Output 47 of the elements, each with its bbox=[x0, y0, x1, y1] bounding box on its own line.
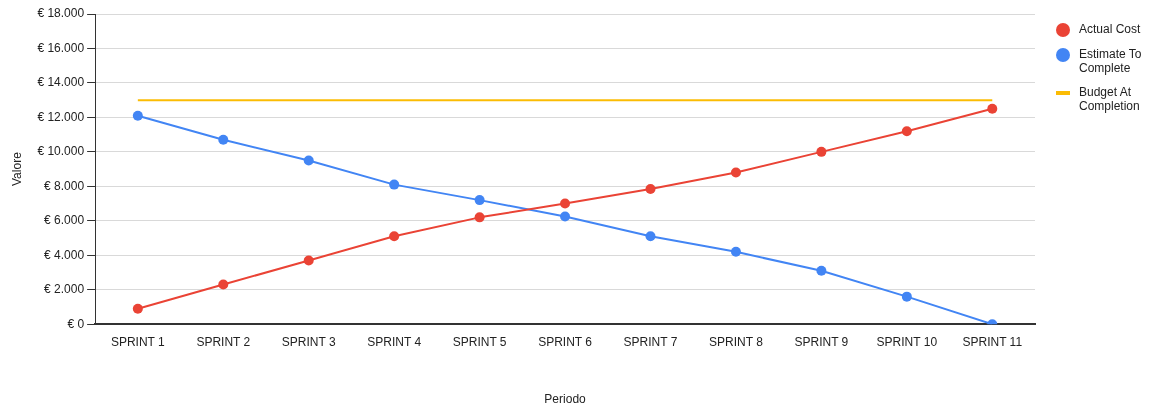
y-axis-title: Valore bbox=[9, 151, 24, 186]
point bbox=[218, 134, 229, 145]
point bbox=[218, 279, 229, 290]
x-tick-label: SPRINT 9 bbox=[794, 334, 849, 349]
point bbox=[132, 110, 143, 121]
y-tick-label: € 12.000 bbox=[37, 109, 85, 124]
point bbox=[730, 167, 741, 178]
x-tick-label: SPRINT 3 bbox=[281, 334, 336, 349]
point bbox=[474, 195, 485, 206]
point bbox=[645, 231, 656, 242]
x-tick-label: SPRINT 1 bbox=[110, 334, 166, 349]
point bbox=[474, 212, 485, 223]
x-tick-label: SPRINT 4 bbox=[367, 334, 422, 349]
point bbox=[389, 179, 400, 190]
y-tick-label: € 4.000 bbox=[44, 247, 85, 262]
x-tick-label: SPRINT 11 bbox=[962, 334, 1023, 349]
y-tick-label: € 6.000 bbox=[44, 213, 85, 228]
point bbox=[560, 211, 571, 222]
point bbox=[303, 155, 314, 166]
point bbox=[389, 231, 400, 242]
point bbox=[303, 255, 314, 266]
point bbox=[645, 183, 656, 194]
x-axis-title: Periodo bbox=[544, 392, 587, 407]
point bbox=[132, 303, 143, 314]
x-tick-label: SPRINT 10 bbox=[876, 334, 938, 349]
y-tick-label: € 8.000 bbox=[44, 178, 85, 193]
legend-label: Actual Cost bbox=[1079, 22, 1141, 36]
y-tick-label: € 2.000 bbox=[44, 282, 85, 297]
point bbox=[901, 126, 912, 137]
point bbox=[816, 146, 827, 157]
y-tick-label: € 10.000 bbox=[37, 144, 85, 159]
legend-label: Budget At Completion bbox=[1079, 85, 1141, 113]
y-tick-label: € 18.000 bbox=[37, 6, 85, 21]
y-tick-label: € 14.000 bbox=[37, 75, 85, 90]
x-tick-label: SPRINT 8 bbox=[709, 334, 764, 349]
legend-label: Estimate To Complete bbox=[1079, 47, 1143, 75]
point bbox=[816, 265, 827, 276]
point bbox=[730, 246, 741, 257]
y-tick-label: € 16.000 bbox=[37, 40, 85, 55]
point bbox=[987, 103, 998, 114]
x-tick-label: SPRINT 6 bbox=[538, 334, 593, 349]
point bbox=[560, 198, 571, 209]
x-tick-label: SPRINT 7 bbox=[623, 334, 678, 349]
x-tick-label: SPRINT 2 bbox=[196, 334, 251, 349]
x-tick-label: SPRINT 5 bbox=[452, 334, 507, 349]
point bbox=[901, 291, 912, 302]
y-tick-label: € 0 bbox=[67, 316, 85, 331]
